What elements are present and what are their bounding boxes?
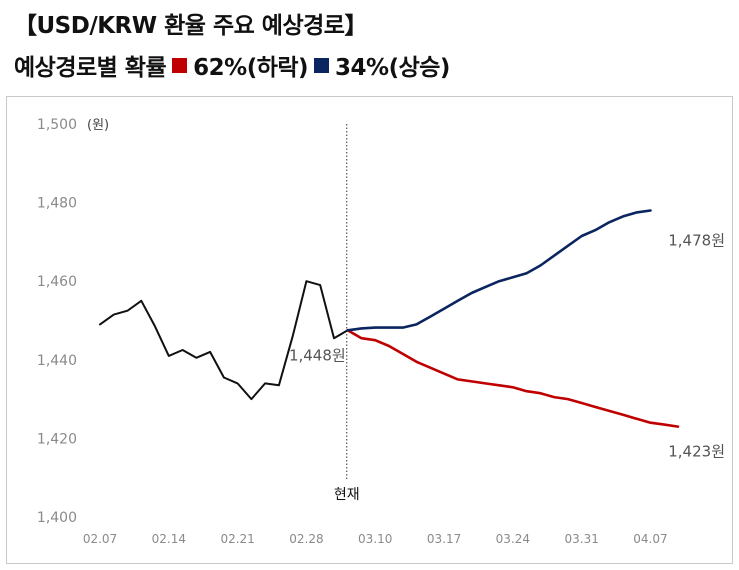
x-tick-label: 02.21 (220, 532, 254, 546)
legend-swatch-down (172, 57, 188, 73)
y-tick-label: 1,420 (37, 431, 77, 447)
x-tick-label: 04.07 (633, 532, 667, 546)
now-marker-label: 현재 (334, 487, 360, 503)
y-tick-label: 1,500 (37, 117, 77, 133)
x-tick-label: 03.24 (496, 532, 530, 546)
subtitle-prefix: 예상경로별 확률 (14, 55, 167, 81)
exchange-rate-line-chart: 1,400 1,420 1,440 1,460 1,480 1,500 (원) 02.07 02… (37, 117, 725, 546)
x-tick-label: 03.31 (564, 532, 598, 546)
y-tick-label: 1,460 (37, 274, 77, 290)
legend-label-down: 62%(하락) (193, 55, 309, 81)
annotation-up-end-value: 1,478원 (668, 231, 725, 249)
y-tick-label: 1,480 (37, 196, 77, 212)
annotation-down-end-value: 1,423원 (668, 443, 725, 461)
y-tick-label: 1,440 (37, 353, 77, 369)
annotation-current-value: 1,448원 (289, 346, 346, 364)
series-line-down (346, 329, 680, 428)
series-line-history (99, 280, 349, 401)
x-tick-label: 02.07 (83, 532, 117, 546)
x-tick-label: 03.17 (427, 532, 461, 546)
series-line-up (346, 209, 652, 332)
chart-frame: 1,400 1,420 1,440 1,460 1,480 1,500 (원) 02.07 02… (6, 96, 733, 564)
y-tick-label: 1,400 (37, 510, 77, 526)
x-tick-label: 02.14 (152, 532, 186, 546)
legend-label-up: 34%(상승) (335, 55, 450, 81)
y-axis-unit: (원) (87, 118, 109, 133)
x-tick-label: 03.10 (358, 532, 392, 546)
legend-swatch-up (314, 57, 330, 73)
chart-subtitle: 예상경로별 확률 62%(하락) 34%(상승) (14, 48, 450, 82)
chart-title: 【USD/KRW 환율 주요 예상경로】 (14, 13, 367, 39)
x-tick-label: 02.28 (289, 532, 323, 546)
